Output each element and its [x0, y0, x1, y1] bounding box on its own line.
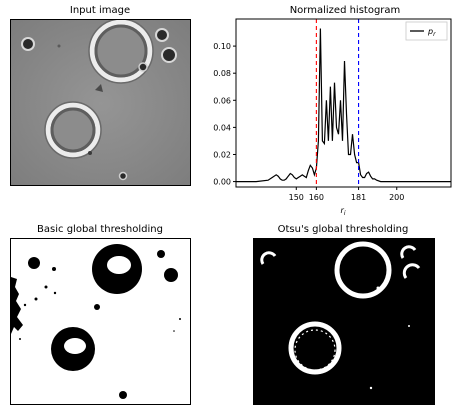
- x-tick-label: 200: [389, 193, 404, 202]
- otsu-threshold-title: Otsu's global thresholding: [277, 224, 409, 235]
- y-tick-label: 0.08: [213, 69, 231, 78]
- basic-threshold-graphic: [11, 244, 181, 399]
- histogram-title: Normalized histogram: [289, 5, 401, 16]
- input-image-title: Input image: [69, 5, 131, 16]
- basic-threshold-title: Basic global thresholding: [37, 224, 163, 235]
- x-tick-label: 150: [289, 193, 304, 202]
- y-tick-label: 0.06: [213, 96, 231, 105]
- y-tick-label: 0.04: [213, 123, 231, 132]
- legend-label: pr: [427, 27, 436, 38]
- y-tick-label: 0.10: [213, 42, 231, 51]
- x-axis-label: ri: [341, 206, 346, 217]
- input-image-graphic: [11, 20, 190, 185]
- x-tick-label: 160: [309, 193, 324, 202]
- y-tick-label: 0.02: [213, 150, 231, 159]
- basic-threshold-image: [10, 238, 191, 405]
- otsu-threshold-image: [253, 238, 435, 405]
- histogram-axes-frame: [235, 18, 452, 188]
- y-tick-label: 0.00: [213, 178, 231, 187]
- histogram-legend: pr: [405, 21, 448, 41]
- input-image: [10, 19, 191, 186]
- otsu-threshold-graphic: [260, 241, 421, 390]
- histogram-series-line: [236, 28, 451, 183]
- histogram-chart: 0.00 0.02 0.04 0.06 0.08 0.10 150 160 181 200 pr …: [195, 10, 457, 220]
- x-tick-label: 181: [351, 193, 366, 202]
